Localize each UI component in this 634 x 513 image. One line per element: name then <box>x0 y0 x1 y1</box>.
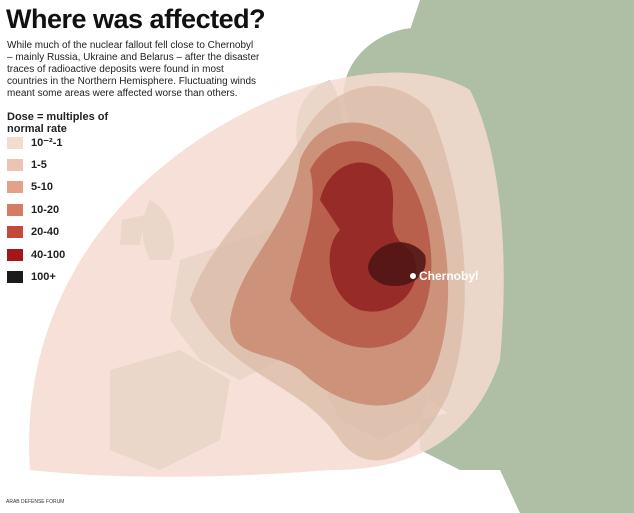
description-line: meant some areas were affected worse tha… <box>7 88 238 99</box>
city-label: Chernobyl <box>419 269 478 283</box>
legend-label: 10⁻²-1 <box>31 137 63 149</box>
legend-swatch <box>7 158 23 171</box>
legend-label: 5-10 <box>31 181 54 193</box>
legend-item: 10⁻²-1 <box>7 136 63 150</box>
legend-title-line: normal rate <box>7 123 67 135</box>
legend-swatch <box>7 271 23 284</box>
legend-swatch <box>7 226 23 239</box>
description-line: While much of the nuclear fallout fell c… <box>7 40 254 51</box>
title: Where was affected? <box>6 4 266 34</box>
legend-label: 10-20 <box>31 203 60 216</box>
legend-label: 1-5 <box>31 158 47 171</box>
legend-label: 40-100 <box>31 248 66 261</box>
legend-item: 20-40 <box>7 226 60 239</box>
legend-item: 100+ <box>7 271 56 284</box>
legend-swatch <box>7 181 23 194</box>
legend-swatch <box>7 137 23 150</box>
legend-item: 10-20 <box>7 204 59 216</box>
legend-title-line: Dose = multiples of <box>7 111 109 123</box>
legend-item: 5-10 <box>7 181 54 194</box>
legend-swatch <box>7 248 23 261</box>
description-line: traces of radioactive deposits were foun… <box>7 64 224 75</box>
description: While much of the nuclear fallout fell c… <box>7 40 259 100</box>
legend-label: 100+ <box>31 271 56 283</box>
description-line: – mainly Russia, Ukraine and Belarus – a… <box>7 52 260 63</box>
legend-item: 1-5 <box>7 159 47 171</box>
watermark: ARAB DEFENSE FORUM <box>6 499 64 505</box>
legend-item: 40-100 <box>7 249 65 261</box>
legend-title: Dose = multiples of normal rate <box>7 111 108 135</box>
description-line: countries in the Northern Hemisphere. Fl… <box>7 76 257 87</box>
legend-label: 20-40 <box>31 226 60 238</box>
legend-swatch <box>7 203 23 216</box>
